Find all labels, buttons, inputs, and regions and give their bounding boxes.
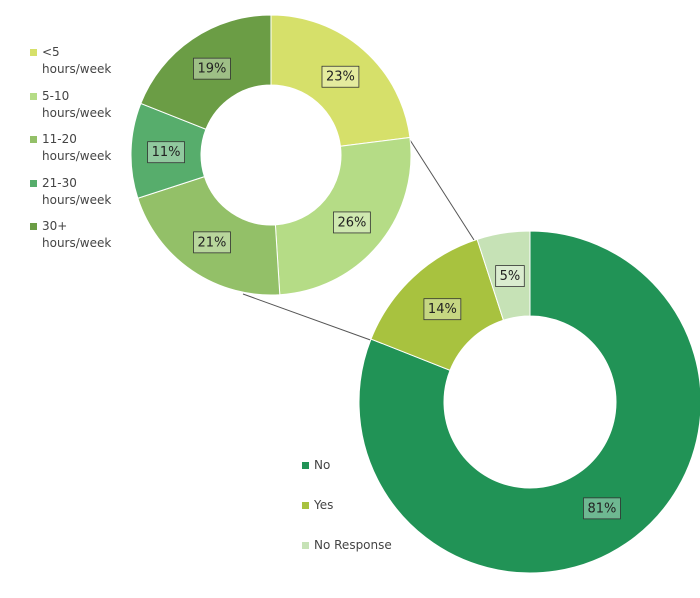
legend-label: <5 hours/week (42, 45, 112, 76)
legend-item: 5-10 hours/week (30, 88, 122, 122)
data-label: 21% (198, 235, 227, 250)
data-label-box (583, 497, 621, 520)
legend-item: No (302, 457, 394, 474)
data-label: 14% (428, 302, 457, 317)
data-label: 23% (326, 70, 355, 85)
legend-label: 21-30 hours/week (42, 175, 112, 207)
data-label-box (333, 211, 371, 234)
legend-item: No Response (302, 537, 394, 554)
legend-swatch (30, 223, 37, 230)
legend-item: 11-20 hours/week (30, 131, 122, 165)
donut-slice (274, 136, 412, 296)
legend-label: No Response (314, 538, 392, 552)
legend-item: <5 hours/week (30, 44, 122, 78)
donut-slice (137, 176, 281, 296)
data-label-box (193, 57, 231, 80)
data-label-box (495, 265, 525, 287)
legend-swatch (30, 49, 37, 56)
donut-slice (476, 230, 531, 321)
legend-item: 30+ hours/week (30, 218, 122, 252)
donut-slice (270, 14, 411, 147)
legend-swatch (30, 136, 37, 143)
data-label-box (423, 298, 462, 321)
legend-label: Yes (314, 498, 334, 512)
data-label: 81% (587, 501, 616, 516)
legend-label: 30+ hours/week (42, 219, 112, 250)
connector-line (409, 139, 475, 241)
legend-swatch (302, 502, 309, 509)
data-label: 5% (500, 269, 521, 284)
data-label-box (193, 231, 231, 254)
data-label-box (147, 141, 185, 164)
legend-item: 21-30 hours/week (30, 175, 122, 209)
data-label: 26% (337, 215, 366, 230)
legend-item: Yes (302, 497, 394, 514)
legend-swatch (302, 462, 309, 469)
legend-swatch (30, 179, 37, 187)
legend-label: No (314, 458, 331, 472)
connector-line (242, 293, 377, 343)
legend-label: 11-20 hours/week (42, 132, 112, 163)
data-label-box (321, 65, 360, 88)
legend-label: 5-10 hours/week (42, 88, 112, 120)
legend-swatch (302, 542, 309, 549)
donut-slice (140, 14, 272, 130)
legend-swatch (30, 92, 37, 100)
data-label: 19% (198, 62, 227, 77)
data-label: 11% (152, 145, 181, 160)
